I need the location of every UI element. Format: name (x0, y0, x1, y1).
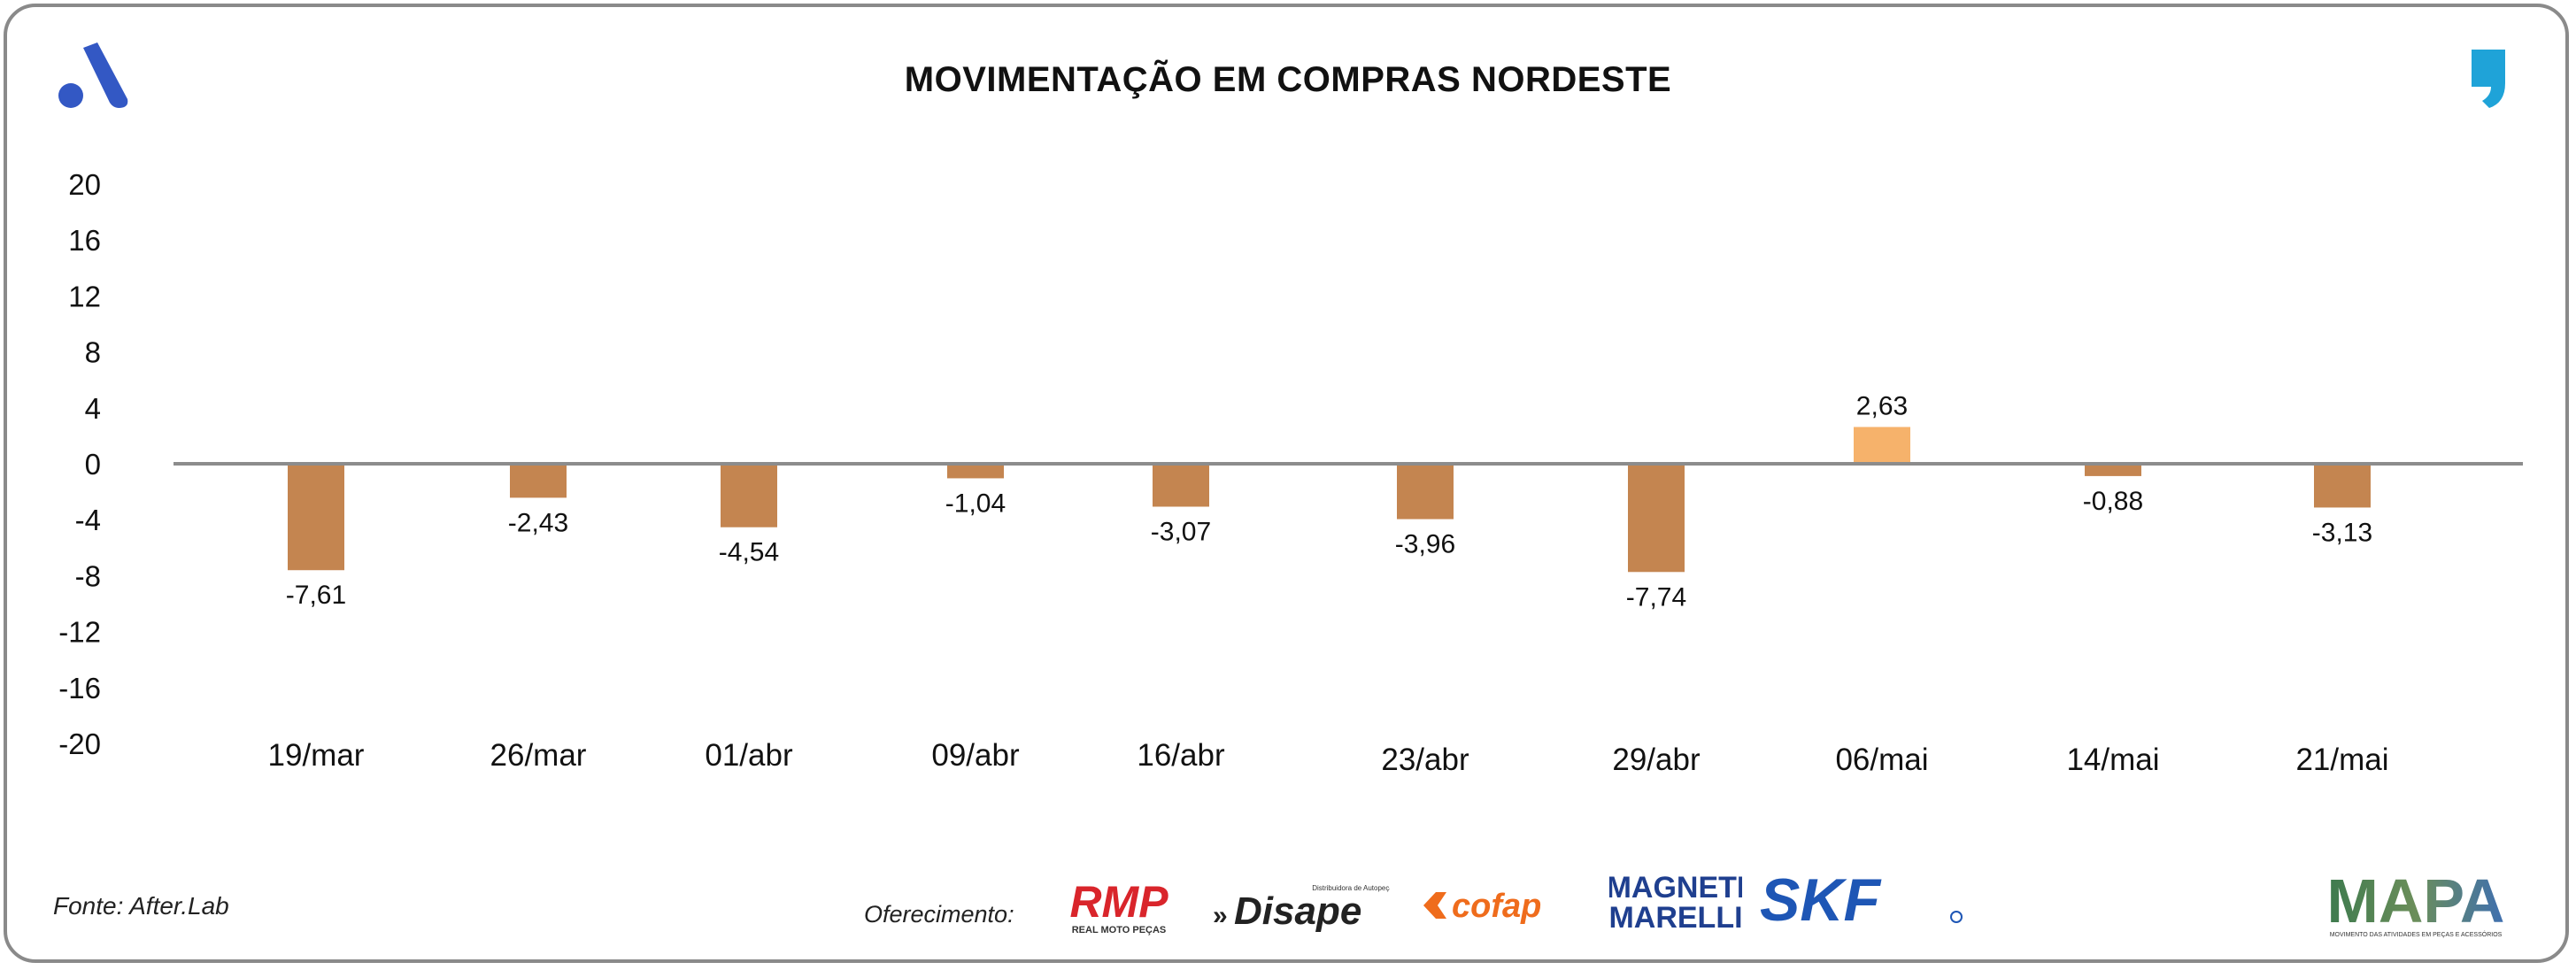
y-tick-label: 20 (68, 168, 101, 201)
y-tick-label: -4 (75, 504, 101, 536)
mapa-logo-text: MAPA (2327, 867, 2505, 935)
mapa-logo: MAPA MOVIMENTO DAS ATIVIDADES EM PEÇAS E… (2327, 867, 2505, 938)
bar-01-abr (721, 464, 777, 527)
bar-14-mai (2085, 464, 2141, 476)
brand-logo-icon (58, 42, 128, 108)
y-tick-label: 4 (85, 392, 101, 425)
skf-logo-text: SKF (1760, 873, 1881, 926)
bar-19-mar (288, 464, 344, 571)
y-tick-label: -16 (58, 672, 101, 704)
y-tick-label: 0 (85, 448, 101, 481)
rmp-logo: RMP REAL MOTO PEÇAS (1069, 877, 1168, 935)
x-tick-label: 09/abr (931, 738, 1020, 773)
bar-21-mai (2314, 464, 2371, 508)
disape-logo-subtext: Distribuidora de Autopeças (1312, 884, 1390, 892)
data-label: 2,63 (1856, 391, 1908, 420)
data-label: -2,43 (508, 508, 568, 537)
bar-series (288, 427, 2371, 573)
y-tick-label: -20 (58, 728, 101, 760)
data-label: -3,96 (1395, 530, 1455, 559)
cofap-logo: cofap (1423, 888, 1541, 925)
y-tick-label: 12 (68, 280, 101, 312)
cofap-mark-icon (1423, 892, 1446, 919)
x-tick-label: 14/mai (2066, 743, 2159, 777)
y-axis: 20 16 12 8 4 0 -4 -8 -12 -16 -20 (58, 168, 101, 760)
rmp-logo-text: RMP (1069, 877, 1168, 927)
data-label: -3,13 (2312, 518, 2372, 547)
data-label: -0,88 (2083, 487, 2143, 516)
disape-logo: Distribuidora de Autopeças » Disape (1213, 884, 1390, 933)
chart-frame (4, 4, 2569, 963)
comma-logo-icon (2472, 50, 2505, 108)
data-label: -3,07 (1151, 518, 1211, 547)
x-tick-label: 23/abr (1381, 743, 1469, 777)
x-tick-label: 26/mar (490, 738, 587, 773)
mapa-logo-subtext: MOVIMENTO DAS ATIVIDADES EM PEÇAS E ACES… (2330, 930, 2503, 938)
y-tick-label: 16 (68, 224, 101, 257)
bar-16-abr (1153, 464, 1209, 507)
disape-logo-text: Disape (1234, 889, 1361, 933)
bar-06-mai (1854, 427, 1910, 464)
disape-chevron-icon: » (1213, 901, 1228, 930)
x-tick-label: 16/abr (1137, 738, 1225, 773)
cofap-logo-text: cofap (1452, 888, 1541, 925)
x-tick-label: 06/mai (1835, 743, 1928, 777)
y-tick-label: -8 (75, 559, 101, 592)
source-note: Fonte: After.Lab (53, 892, 229, 920)
magneti-marelli-logo: MAGNETI MARELLI (1609, 871, 1742, 931)
magneti-logo-text: MAGNETI (1609, 871, 1742, 905)
chart-title: MOVIMENTAÇÃO EM COMPRAS NORDESTE (904, 60, 1672, 99)
registered-icon (1950, 911, 1963, 923)
sponsor-label: Oferecimento: (864, 901, 1014, 928)
rmp-logo-subtext: REAL MOTO PEÇAS (1072, 925, 1167, 935)
marelli-logo-text: MARELLI (1609, 901, 1742, 931)
x-tick-label: 29/abr (1612, 743, 1701, 777)
bar-09-abr (947, 464, 1004, 479)
y-tick-label: -12 (58, 616, 101, 649)
x-axis: 19/mar 26/mar 01/abr 09/abr 16/abr 23/abr 29/a… (268, 738, 2389, 777)
data-label: -7,74 (1626, 582, 1686, 612)
x-tick-label: 01/abr (705, 738, 793, 773)
bar-23-abr (1397, 464, 1454, 520)
data-labels: -7,61 -2,43 -4,54 -1,04 -3,07 -3,96 -7,74 2,63 -… (286, 391, 2372, 612)
y-tick-label: 8 (85, 336, 101, 369)
data-label: -4,54 (719, 538, 779, 567)
data-label: -1,04 (945, 489, 1006, 518)
bar-29-abr (1628, 464, 1685, 573)
x-tick-label: 19/mar (268, 738, 365, 773)
x-tick-label: 21/mai (2295, 743, 2388, 777)
bar-26-mar (510, 464, 567, 498)
data-label: -7,61 (286, 581, 346, 610)
skf-logo: SKF (1760, 873, 1963, 926)
